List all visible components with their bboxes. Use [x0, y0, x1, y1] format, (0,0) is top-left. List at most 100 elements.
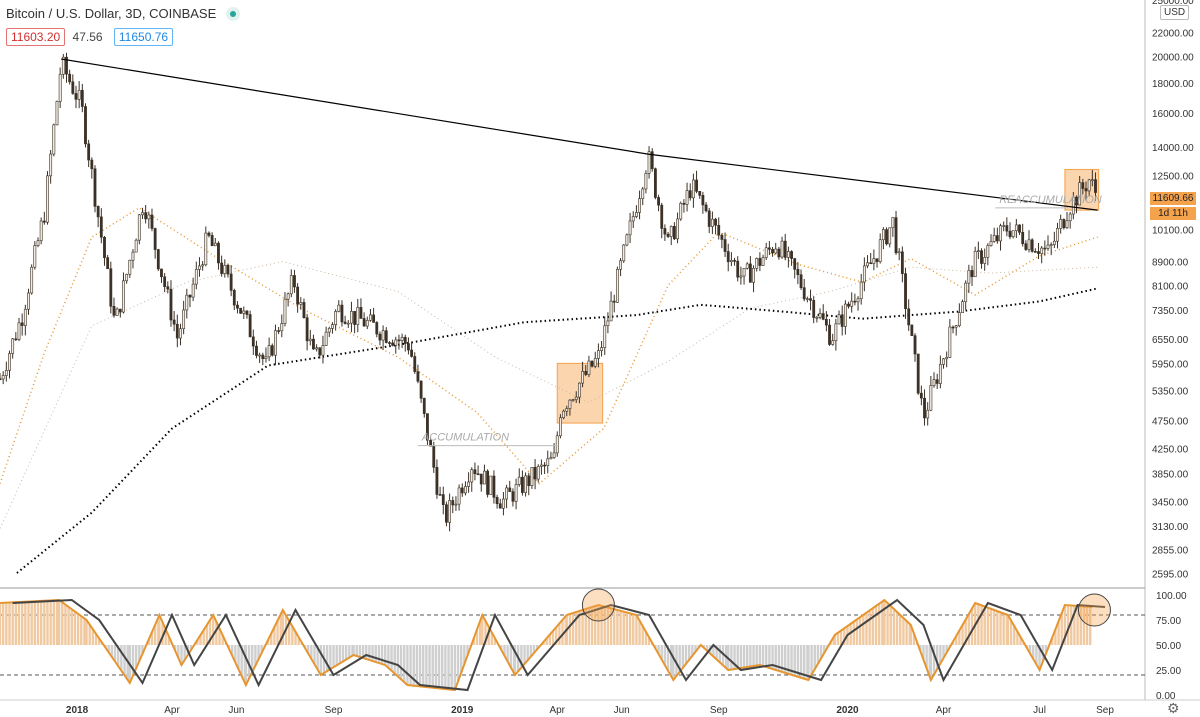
- candle-body: [353, 311, 357, 325]
- candle-body: [609, 300, 613, 322]
- candle-body: [280, 323, 284, 332]
- candle-body: [758, 258, 762, 266]
- candle-body: [318, 347, 322, 356]
- candle-body: [805, 298, 809, 300]
- candle-body: [663, 228, 667, 235]
- osc-histogram-bar: [431, 645, 434, 688]
- sell-price-button[interactable]: 11603.20: [6, 28, 66, 46]
- osc-histogram-bar: [1032, 645, 1035, 659]
- candle-body: [156, 249, 160, 270]
- osc-histogram-bar: [49, 600, 52, 645]
- candle-body: [1078, 182, 1082, 206]
- candle-body: [17, 322, 21, 340]
- candle-body: [685, 190, 689, 205]
- candle-body: [39, 220, 43, 242]
- bar-countdown: 1d 11h: [1150, 207, 1196, 220]
- price-tick-label: 18000.00: [1152, 79, 1194, 90]
- currency-badge[interactable]: USD: [1160, 5, 1190, 20]
- candle-body: [20, 322, 24, 326]
- candle-body: [726, 251, 730, 263]
- candle-body: [783, 240, 787, 258]
- osc-histogram-bar: [980, 605, 983, 645]
- candle-body: [1021, 231, 1025, 245]
- osc-histogram-bar: [5, 602, 8, 645]
- osc-histogram-bar: [406, 645, 409, 685]
- candle-body: [229, 273, 233, 291]
- candle-body: [11, 338, 15, 354]
- osc-histogram-bar: [520, 645, 523, 668]
- candle-body: [435, 466, 439, 495]
- candle-body: [502, 498, 505, 509]
- osc-histogram-bar: [94, 633, 98, 645]
- osc-histogram-bar: [1073, 605, 1076, 645]
- candle-body: [707, 210, 711, 227]
- candle-body: [210, 235, 214, 247]
- candle-body: [131, 251, 135, 261]
- candle-body: [926, 409, 930, 419]
- symbol-name[interactable]: Bitcoin / U.S. Dollar: [6, 6, 118, 21]
- candle-body: [935, 379, 939, 384]
- candle-body: [802, 287, 806, 300]
- candle-body: [36, 240, 40, 246]
- candle-body: [112, 305, 116, 316]
- candle-body: [141, 212, 144, 216]
- time-tick-label: 2018: [66, 705, 89, 716]
- candle-body: [1052, 240, 1056, 245]
- osc-histogram-bar: [787, 645, 790, 674]
- candle-body: [793, 258, 797, 270]
- osc-histogram-bar: [153, 624, 157, 645]
- osc-histogram-bar: [889, 606, 892, 645]
- price-tick-label: 5950.00: [1152, 359, 1189, 370]
- candle-body: [1014, 224, 1018, 231]
- price-tick-label: 4250.00: [1152, 445, 1189, 456]
- osc-histogram-bar: [1016, 631, 1019, 645]
- candle-body: [289, 275, 293, 295]
- candle-body: [441, 494, 445, 505]
- osc-histogram-bar: [571, 613, 575, 645]
- osc-histogram-bar: [493, 638, 497, 645]
- osc-histogram-bar: [1076, 605, 1079, 645]
- highlight-box: [1064, 168, 1100, 211]
- osc-histogram-bar: [294, 631, 297, 645]
- osc-histogram-bar: [46, 600, 49, 645]
- candle-body: [634, 212, 638, 217]
- osc-histogram-bar: [793, 645, 796, 676]
- osc-histogram-bar: [138, 645, 141, 662]
- osc-histogram-bar: [833, 635, 837, 645]
- osc-histogram-bar: [774, 645, 777, 670]
- candle-body: [764, 247, 768, 258]
- candle-body: [536, 466, 540, 480]
- candle-body: [1005, 225, 1009, 232]
- osc-histogram-bar: [70, 609, 73, 645]
- osc-histogram-bar: [742, 645, 746, 668]
- candle-body: [236, 304, 239, 309]
- settings-gear-icon[interactable]: ⚙: [1167, 700, 1180, 716]
- candle-body: [432, 445, 436, 468]
- candle-body: [590, 360, 594, 367]
- candle-body: [578, 382, 581, 398]
- candle-body: [175, 323, 179, 339]
- candle-body: [419, 380, 423, 399]
- candle-body: [346, 322, 350, 325]
- osc-histogram-bar: [932, 645, 936, 675]
- candle-body: [384, 330, 388, 343]
- osc-histogram-bar: [0, 603, 2, 645]
- osc-histogram-bar: [348, 645, 351, 658]
- osc-histogram-bar: [581, 610, 584, 645]
- candle-body: [1081, 182, 1085, 189]
- candle-body: [495, 497, 499, 505]
- candle-body: [995, 235, 999, 242]
- candle-body: [818, 313, 822, 318]
- osc-histogram-bar: [810, 645, 813, 675]
- osc-histogram-bar: [110, 645, 114, 657]
- buy-price-button[interactable]: 11650.76: [113, 28, 174, 46]
- osc-histogram-bar: [218, 628, 221, 645]
- candle-body: [508, 487, 512, 492]
- osc-histogram-bar: [161, 622, 164, 645]
- candle-body: [137, 214, 141, 241]
- timeframe[interactable]: 3D: [125, 6, 142, 21]
- candle-body: [983, 257, 987, 264]
- osc-histogram-bar: [886, 603, 889, 645]
- candle-body: [65, 56, 68, 75]
